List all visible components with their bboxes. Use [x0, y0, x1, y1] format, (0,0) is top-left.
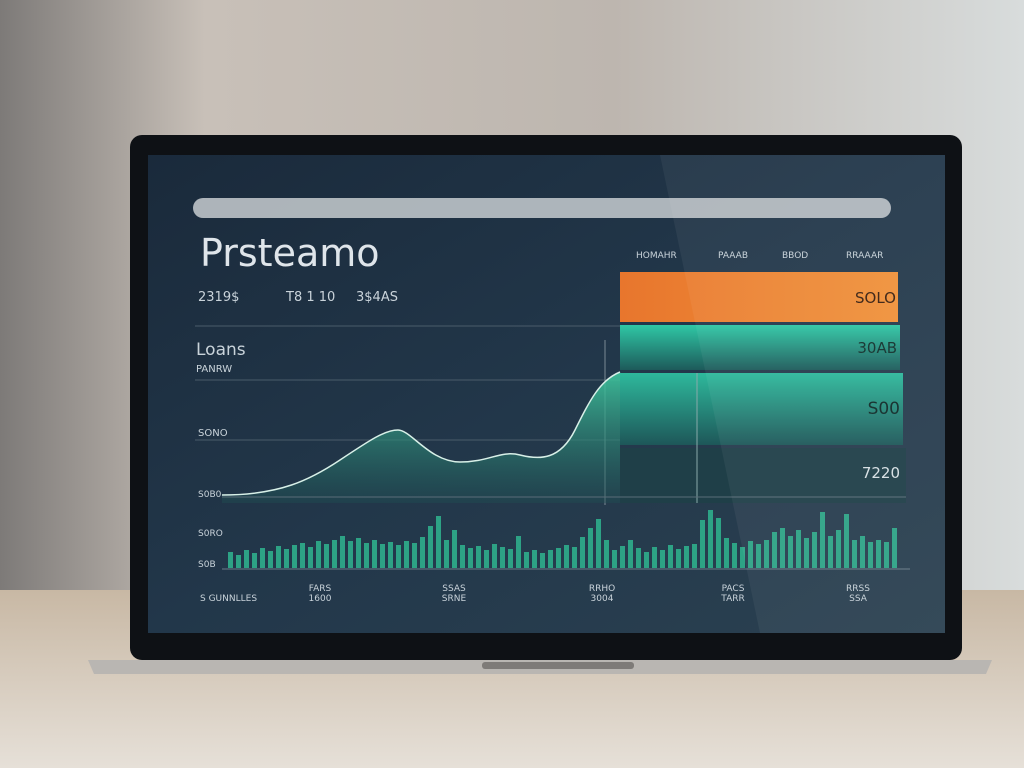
panel-orange [620, 272, 898, 322]
column-header: RRAAAR [846, 251, 883, 261]
chart-subtitle: PANRW [196, 364, 232, 375]
panel-dark [620, 448, 906, 503]
panel-label: 30AB [857, 339, 897, 357]
column-header: BBOD [782, 251, 808, 261]
panel-label: 7220 [862, 464, 900, 482]
panel-teal [620, 325, 900, 370]
search-bar [193, 198, 891, 218]
footer-label: 1600 [309, 594, 332, 604]
panel-teal [620, 373, 903, 445]
chart-title: Loans [196, 340, 246, 360]
title: Prsteamo [200, 231, 380, 275]
area-outline [221, 371, 621, 496]
screen-glare [660, 155, 945, 633]
axis-label: SONO [198, 428, 228, 439]
bar-strip [228, 510, 897, 568]
footer-label: TARR [720, 594, 744, 604]
column-header: HOMAHR [636, 251, 677, 261]
footer-label: SSAS [442, 584, 466, 594]
footer-label: S GUNNLLES [200, 594, 257, 604]
stat: 3$4AS [356, 290, 398, 305]
axis-label: S0B [198, 560, 216, 570]
footer-label: FARS [309, 584, 332, 594]
laptop-notch [482, 662, 634, 669]
stat: 2319$ [198, 290, 239, 305]
footer-label: RRHO [589, 584, 615, 594]
panel-label: SOLO [855, 289, 896, 307]
axis-label: S0B0 [198, 490, 222, 500]
footer-label: PACS [722, 584, 745, 594]
footer-label: SRNE [442, 594, 467, 604]
column-header: PAAAB [718, 251, 748, 261]
panel-label: S00 [868, 399, 900, 419]
axis-label: S0RO [198, 529, 223, 539]
footer-label: RRSS [846, 584, 870, 594]
footer-label: SSA [849, 594, 868, 604]
stat: T8 1 10 [285, 290, 335, 305]
footer-label: 3004 [591, 594, 614, 604]
area-shape [222, 372, 620, 503]
